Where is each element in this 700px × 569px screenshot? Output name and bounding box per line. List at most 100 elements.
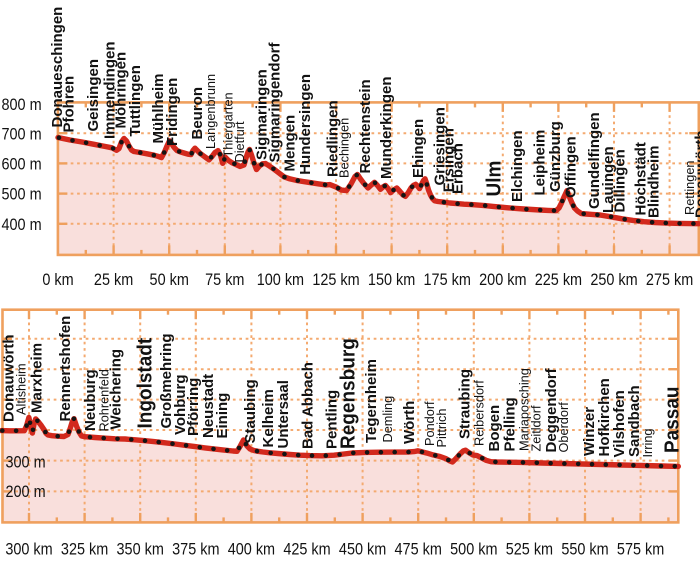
svg-text:Günzburg: Günzburg	[547, 121, 564, 192]
svg-text:Pfohren: Pfohren	[61, 76, 78, 133]
svg-text:Erbach: Erbach	[450, 143, 467, 194]
svg-text:Wörth: Wörth	[401, 401, 418, 444]
svg-text:Gundelfingen: Gundelfingen	[586, 112, 603, 209]
svg-text:Pförring: Pförring	[185, 378, 202, 436]
svg-text:450 km: 450 km	[339, 540, 386, 558]
svg-text:Ersingen: Ersingen	[441, 128, 458, 192]
svg-text:Sigmaringen: Sigmaringen	[254, 69, 271, 160]
svg-text:Dillingen: Dillingen	[612, 149, 629, 212]
svg-text:500 km: 500 km	[450, 540, 497, 558]
svg-text:Großmehring: Großmehring	[158, 333, 175, 428]
svg-text:375 km: 375 km	[172, 540, 219, 558]
svg-text:Bogen: Bogen	[486, 405, 503, 452]
svg-text:400 km: 400 km	[228, 540, 275, 558]
svg-text:Blindheim: Blindheim	[646, 145, 663, 218]
svg-text:700 m: 700 m	[2, 125, 42, 143]
svg-text:Beuron: Beuron	[189, 87, 206, 140]
svg-text:350 km: 350 km	[117, 540, 164, 558]
svg-text:Lauingen: Lauingen	[600, 146, 617, 213]
svg-text:Irring: Irring	[641, 428, 655, 457]
svg-text:Bechingen: Bechingen	[338, 118, 352, 178]
svg-text:Donaueschingen: Donaueschingen	[49, 7, 66, 128]
svg-text:Tuttlingen: Tuttlingen	[127, 65, 144, 136]
svg-text:425 km: 425 km	[283, 540, 330, 558]
svg-text:575 km: 575 km	[617, 540, 664, 558]
svg-text:Reibersdorf: Reibersdorf	[473, 380, 487, 446]
svg-text:Untersaal: Untersaal	[275, 380, 292, 448]
svg-text:Fridingen: Fridingen	[164, 78, 181, 146]
svg-text:150 km: 150 km	[368, 271, 415, 289]
svg-text:Donauwörth: Donauwörth	[1, 335, 18, 423]
svg-text:600 m: 600 m	[2, 156, 42, 174]
svg-text:200 km: 200 km	[479, 271, 526, 289]
svg-text:Hundersingen: Hundersingen	[297, 74, 314, 175]
svg-text:Pentling: Pentling	[324, 390, 341, 449]
svg-text:0 km: 0 km	[42, 271, 73, 289]
svg-text:200 m: 200 m	[6, 483, 46, 501]
svg-text:Vohburg: Vohburg	[172, 374, 189, 435]
svg-text:Donauwörth: Donauwörth	[693, 131, 700, 219]
svg-text:Neuburg: Neuburg	[82, 369, 99, 431]
svg-text:75 km: 75 km	[205, 271, 244, 289]
svg-text:Ulm: Ulm	[483, 161, 506, 197]
svg-text:225 km: 225 km	[535, 271, 582, 289]
svg-text:Offingen: Offingen	[563, 136, 580, 198]
svg-text:300 m: 300 m	[6, 453, 46, 471]
svg-text:Elchingen: Elchingen	[509, 130, 526, 202]
svg-text:550 km: 550 km	[561, 540, 608, 558]
svg-text:Rechtenstein: Rechtenstein	[357, 79, 374, 173]
svg-text:Riedlingen: Riedlingen	[325, 100, 342, 177]
svg-text:Sigmaringendorf: Sigmaringendorf	[267, 41, 284, 162]
svg-text:Mühlheim: Mühlheim	[150, 74, 167, 144]
svg-text:Zeitldorf: Zeitldorf	[530, 405, 544, 451]
svg-text:Dietfurt: Dietfurt	[233, 121, 247, 163]
svg-text:Weichering: Weichering	[108, 349, 125, 430]
svg-text:275 km: 275 km	[646, 271, 693, 289]
svg-text:Ingolstadt: Ingolstadt	[134, 337, 157, 428]
svg-text:125 km: 125 km	[312, 271, 359, 289]
svg-text:500 m: 500 m	[2, 186, 42, 204]
svg-text:Pondorf: Pondorf	[423, 401, 437, 446]
svg-text:Winzer: Winzer	[581, 407, 598, 456]
svg-text:Sandbach: Sandbach	[626, 385, 643, 457]
svg-text:400 m: 400 m	[2, 216, 42, 234]
svg-text:Möhringen: Möhringen	[113, 52, 130, 129]
svg-text:Tegernheim: Tegernheim	[363, 359, 380, 443]
svg-text:300 km: 300 km	[5, 540, 52, 558]
svg-text:800 m: 800 m	[2, 96, 42, 114]
svg-text:475 km: 475 km	[395, 540, 442, 558]
svg-text:Pfelling: Pfelling	[502, 397, 519, 451]
svg-text:Langenbrunn: Langenbrunn	[204, 74, 218, 149]
svg-text:Deggendorf: Deggendorf	[543, 367, 560, 452]
svg-text:Vilshofen: Vilshofen	[611, 390, 628, 457]
svg-text:Ehingen: Ehingen	[410, 119, 427, 178]
svg-text:Hofkirchen: Hofkirchen	[596, 378, 613, 456]
svg-text:Mariaposching: Mariaposching	[518, 368, 532, 451]
svg-text:Rennertshofen: Rennertshofen	[57, 316, 74, 422]
svg-text:Pittrich: Pittrich	[435, 409, 449, 448]
svg-text:Demling: Demling	[381, 396, 395, 443]
svg-text:Höchstädt: Höchstädt	[633, 142, 650, 215]
svg-text:Thiergarten: Thiergarten	[222, 92, 236, 157]
svg-text:Staubing: Staubing	[242, 379, 259, 443]
svg-text:Leipheim: Leipheim	[532, 130, 549, 196]
svg-text:525 km: 525 km	[506, 540, 553, 558]
svg-text:Bad Abbach: Bad Abbach	[300, 362, 317, 449]
svg-text:Geisingen: Geisingen	[85, 59, 102, 132]
svg-text:175 km: 175 km	[424, 271, 471, 289]
svg-text:Griesingen: Griesingen	[432, 107, 449, 185]
svg-text:Neustadt: Neustadt	[200, 374, 217, 438]
svg-text:50 km: 50 km	[150, 271, 189, 289]
svg-text:Regensburg: Regensburg	[337, 338, 360, 449]
svg-text:Marxheim: Marxheim	[29, 343, 46, 413]
svg-text:Munderkingen: Munderkingen	[378, 76, 395, 179]
svg-text:Eining: Eining	[214, 393, 231, 439]
svg-text:250 km: 250 km	[590, 271, 637, 289]
svg-text:Rettingen: Rettingen	[683, 160, 697, 215]
svg-text:325 km: 325 km	[61, 540, 108, 558]
svg-text:Oberdorf: Oberdorf	[557, 402, 571, 453]
svg-text:Altisheim: Altisheim	[15, 363, 29, 415]
svg-text:Passau: Passau	[661, 386, 684, 453]
svg-text:Kelheim: Kelheim	[260, 389, 277, 447]
svg-text:Mengen: Mengen	[282, 115, 299, 172]
